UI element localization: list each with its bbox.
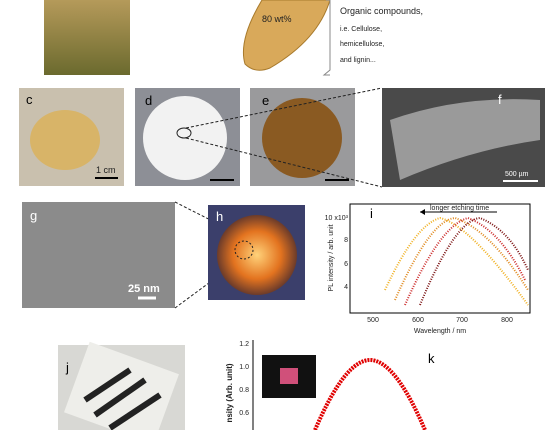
solution (217, 215, 297, 295)
ytick: 0.8 (239, 387, 249, 394)
ytick: 8 (344, 237, 348, 244)
zoom (176, 127, 192, 139)
inset-spot (280, 368, 298, 384)
zoom (234, 240, 254, 260)
xtick: 600 (412, 317, 424, 324)
letter: f (498, 92, 502, 107)
comp: i.e. Cellulose, (340, 26, 382, 33)
ytick: 10 x10³ (325, 215, 349, 222)
xlabel: Wavelength / nm (414, 328, 466, 335)
ylabel: nsity (Arb. unit) (225, 363, 234, 422)
letter: e (262, 93, 269, 108)
ytick: 0.6 (239, 410, 249, 417)
letter: j (65, 360, 69, 375)
comp: Organic compounds, (340, 6, 423, 16)
letter: c (26, 92, 33, 107)
plot-frame (349, 203, 531, 314)
guide (185, 137, 383, 188)
letter: k (428, 351, 435, 366)
letter: i (370, 206, 373, 221)
husks (30, 110, 100, 170)
ytick: 6 (344, 261, 348, 268)
letter: g (30, 208, 37, 223)
bracket (322, 0, 331, 76)
ytick: 1.0 (239, 364, 249, 371)
letter: d (145, 93, 152, 108)
grain-label: 80 wt% (262, 14, 292, 24)
pl-curves (384, 216, 529, 306)
comp: and lignin... (340, 57, 376, 64)
scale: 500 µm (505, 171, 529, 178)
stripes (83, 367, 162, 431)
ylabel: PL intensity / arb. unit (328, 224, 335, 291)
xtick: 800 (501, 317, 513, 324)
grain (242, 0, 331, 71)
guide (185, 87, 383, 129)
tem-g (22, 202, 175, 308)
comp: hemicellulose, (340, 41, 384, 48)
annotation: longer etching time (430, 205, 489, 212)
xtick: 700 (456, 317, 468, 324)
el-curve (313, 357, 427, 431)
letter: h (216, 209, 223, 224)
ytick: 1.2 (239, 341, 249, 348)
scale: 1 cm (96, 165, 116, 175)
rice-photo (44, 0, 130, 75)
powder (262, 98, 342, 178)
ytick: 4 (344, 284, 348, 291)
sem-structure (390, 99, 540, 180)
arrowhead (420, 209, 425, 215)
scale: 25 nm (128, 283, 160, 295)
xtick: 500 (367, 317, 379, 324)
